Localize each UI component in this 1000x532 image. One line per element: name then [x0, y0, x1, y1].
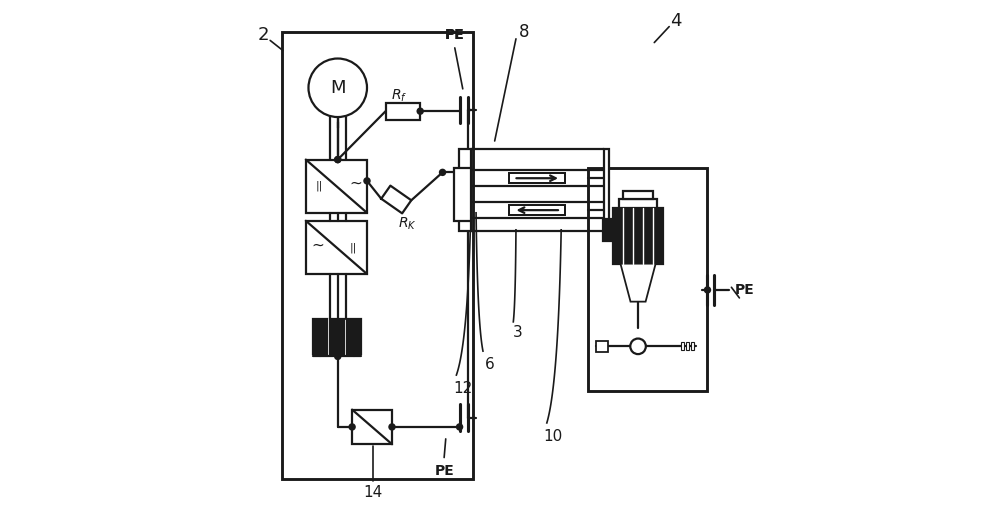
Bar: [509, 205, 565, 215]
Bar: [454, 168, 471, 221]
Bar: [313, 319, 327, 354]
Bar: [330, 319, 344, 354]
Bar: [306, 221, 367, 274]
Text: 14: 14: [364, 485, 383, 500]
Polygon shape: [620, 264, 656, 302]
Bar: [604, 149, 609, 231]
Bar: [686, 342, 689, 351]
Bar: [588, 168, 707, 391]
Text: PE: PE: [445, 28, 465, 41]
Text: 4: 4: [670, 12, 681, 30]
Circle shape: [456, 423, 463, 431]
Text: M: M: [330, 79, 345, 97]
Circle shape: [388, 423, 396, 431]
Bar: [386, 103, 420, 120]
Circle shape: [704, 286, 711, 294]
Circle shape: [439, 169, 446, 176]
Circle shape: [334, 156, 341, 163]
Text: 3: 3: [513, 325, 522, 340]
Text: PE: PE: [735, 283, 755, 297]
Text: PE: PE: [434, 464, 454, 478]
Text: $R_K$: $R_K$: [398, 215, 416, 231]
Bar: [603, 219, 613, 242]
Text: ~: ~: [349, 176, 362, 191]
Bar: [619, 199, 657, 208]
Bar: [352, 410, 392, 444]
Text: 12: 12: [453, 381, 472, 396]
Bar: [459, 149, 471, 231]
Circle shape: [416, 107, 424, 115]
Bar: [623, 191, 653, 199]
Text: ~: ~: [311, 237, 324, 252]
Circle shape: [363, 177, 371, 185]
Bar: [509, 173, 565, 184]
Text: PE: PE: [445, 28, 465, 41]
Text: ||: ||: [350, 242, 357, 253]
Bar: [347, 319, 361, 354]
Bar: [613, 208, 663, 264]
Circle shape: [308, 59, 367, 117]
Bar: [306, 160, 367, 213]
Circle shape: [334, 353, 341, 360]
Circle shape: [348, 423, 356, 431]
Text: 2: 2: [258, 26, 269, 44]
Bar: [681, 342, 684, 351]
Bar: [596, 340, 608, 352]
Text: 8: 8: [519, 23, 529, 41]
Text: ||: ||: [315, 181, 323, 192]
Bar: [282, 32, 473, 479]
Text: 6: 6: [484, 357, 494, 372]
Circle shape: [334, 156, 341, 163]
Bar: [691, 342, 694, 351]
Circle shape: [630, 338, 646, 354]
Text: 10: 10: [544, 429, 563, 444]
Text: $R_f$: $R_f$: [391, 88, 407, 104]
